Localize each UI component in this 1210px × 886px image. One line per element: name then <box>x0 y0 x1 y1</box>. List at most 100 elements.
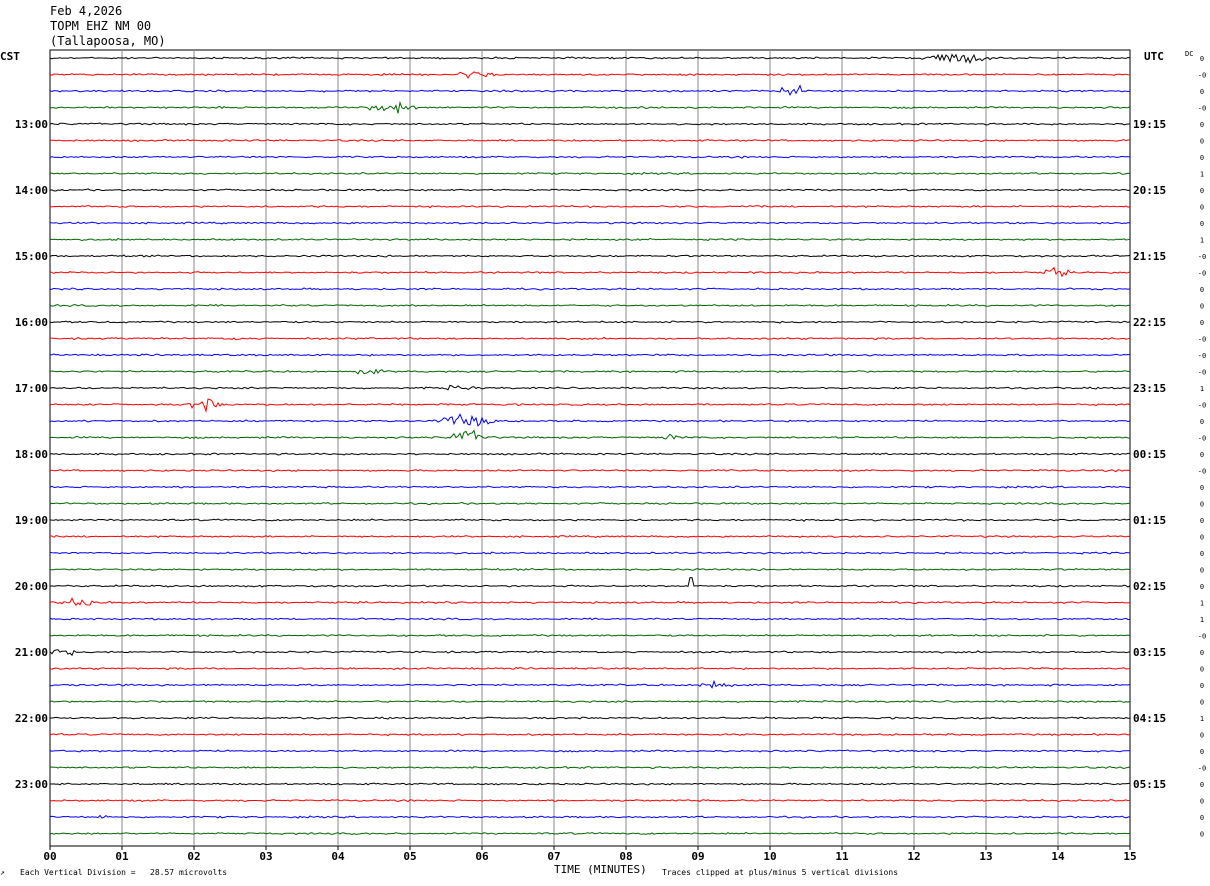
trace-row-33 <box>49 597 1131 606</box>
trace-row-30 <box>49 551 1131 555</box>
right-hour-label: 01:15 <box>1133 514 1166 527</box>
right-hour-label: 19:15 <box>1133 118 1166 131</box>
dc-offset-value: 0 <box>1200 732 1204 740</box>
left-timezone-label: CST <box>0 50 20 63</box>
dc-offset-value: -0 <box>1198 633 1206 641</box>
trace-row-23 <box>49 429 1130 441</box>
trace-row-4 <box>49 122 1130 126</box>
date-label: Feb 4,2026 <box>50 4 123 18</box>
trace-row-27 <box>49 501 1130 506</box>
trace-row-8 <box>49 188 1131 192</box>
right-hour-label: 03:15 <box>1133 646 1166 659</box>
trace-row-32 <box>49 577 1131 588</box>
dc-offset-value: -0 <box>1198 253 1206 261</box>
x-axis-title: TIME (MINUTES) <box>554 863 647 876</box>
right-hour-label: 04:15 <box>1133 712 1166 725</box>
trace-row-9 <box>49 204 1131 209</box>
trace-row-38 <box>49 679 1131 689</box>
x-tick-label: 10 <box>763 850 776 863</box>
dc-offset-value: 1 <box>1200 616 1204 624</box>
right-hour-label: 20:15 <box>1133 184 1166 197</box>
trace-row-45 <box>49 799 1131 803</box>
location-label: (Tallapoosa, MO) <box>50 34 166 48</box>
dc-offset-value: 0 <box>1200 583 1204 591</box>
plot-frame <box>49 49 1131 847</box>
x-tick-label: 03 <box>259 850 272 863</box>
trace-row-7 <box>49 171 1131 176</box>
x-tick-label: 09 <box>691 850 704 863</box>
right-hour-label: 00:15 <box>1133 448 1166 461</box>
left-hour-label: 14:00 <box>15 184 48 197</box>
trace-row-44 <box>50 782 1131 786</box>
left-hour-label: 21:00 <box>15 646 48 659</box>
trace-row-46 <box>49 814 1131 819</box>
left-hour-label: 19:00 <box>15 514 48 527</box>
x-tick-label: 13 <box>979 850 992 863</box>
dc-offset-value: -0 <box>1198 435 1206 443</box>
trace-row-1 <box>49 71 1131 79</box>
trace-row-0 <box>49 53 1131 65</box>
dc-offset-value: -0 <box>1198 369 1206 377</box>
dc-offset-value: 1 <box>1200 385 1204 393</box>
trace-row-31 <box>49 567 1131 572</box>
dc-offset-value: 0 <box>1200 682 1204 690</box>
left-hour-label: 23:00 <box>15 778 48 791</box>
trace-row-39 <box>49 699 1131 704</box>
corner-mark: ↗ <box>0 868 5 877</box>
dc-offset-value: -0 <box>1198 72 1206 80</box>
dc-offset-value: 0 <box>1200 649 1204 657</box>
dc-offset-value: 0 <box>1200 501 1204 509</box>
trace-row-22 <box>49 413 1131 427</box>
dc-offset-value: 0 <box>1200 798 1204 806</box>
trace-row-14 <box>49 287 1131 291</box>
x-tick-label: 06 <box>475 850 489 863</box>
trace-row-10 <box>49 221 1131 225</box>
dc-offset-value: -0 <box>1198 468 1206 476</box>
trace-row-21 <box>49 398 1131 414</box>
dc-offset-value: -0 <box>1198 352 1206 360</box>
trace-row-19 <box>49 368 1131 375</box>
trace-row-42 <box>49 749 1131 753</box>
dc-offset-value: 0 <box>1200 88 1204 96</box>
dc-offset-value: 0 <box>1200 567 1204 575</box>
clip-note: Traces clipped at plus/minus 5 vertical … <box>662 868 899 877</box>
left-hour-label: 13:00 <box>15 118 48 131</box>
left-hour-label: 15:00 <box>15 250 48 263</box>
trace-row-28 <box>49 518 1131 522</box>
trace-row-12 <box>49 254 1131 258</box>
dc-offset-value: 1 <box>1200 171 1204 179</box>
trace-row-40 <box>50 716 1130 720</box>
dc-offset-value: 0 <box>1200 484 1204 492</box>
trace-row-36 <box>49 649 1131 657</box>
left-hour-label: 16:00 <box>15 316 48 329</box>
dc-offset-value: -0 <box>1198 105 1206 113</box>
dc-offset-value: 1 <box>1200 600 1204 608</box>
trace-row-35 <box>49 633 1131 637</box>
trace-row-18 <box>49 353 1131 357</box>
trace-row-43 <box>49 765 1131 770</box>
trace-row-41 <box>49 732 1131 737</box>
dc-offset-value: 1 <box>1200 715 1204 723</box>
dc-offset-value: 0 <box>1200 204 1204 212</box>
right-hour-label: 21:15 <box>1133 250 1166 263</box>
x-tick-label: 14 <box>1051 850 1065 863</box>
dc-offset-value: -0 <box>1198 270 1206 278</box>
x-tick-label: 08 <box>619 850 632 863</box>
dc-offset-value: 0 <box>1200 517 1204 525</box>
right-hour-label: 02:15 <box>1133 580 1166 593</box>
trace-row-24 <box>49 452 1131 456</box>
x-tick-label: 04 <box>331 850 345 863</box>
dc-offset-value: 0 <box>1200 418 1204 426</box>
trace-row-26 <box>49 485 1131 489</box>
trace-row-17 <box>49 336 1131 341</box>
dc-offset-value: 0 <box>1200 319 1204 327</box>
x-tick-label: 15 <box>1123 850 1136 863</box>
dc-offset-value: 0 <box>1200 121 1204 129</box>
trace-row-25 <box>49 469 1131 473</box>
dc-offset-value: -0 <box>1198 336 1206 344</box>
x-tick-label: 02 <box>187 850 200 863</box>
dc-offset-value: 0 <box>1200 699 1204 707</box>
x-tick-label: 05 <box>403 850 416 863</box>
trace-row-34 <box>49 617 1131 621</box>
trace-row-29 <box>49 534 1131 539</box>
